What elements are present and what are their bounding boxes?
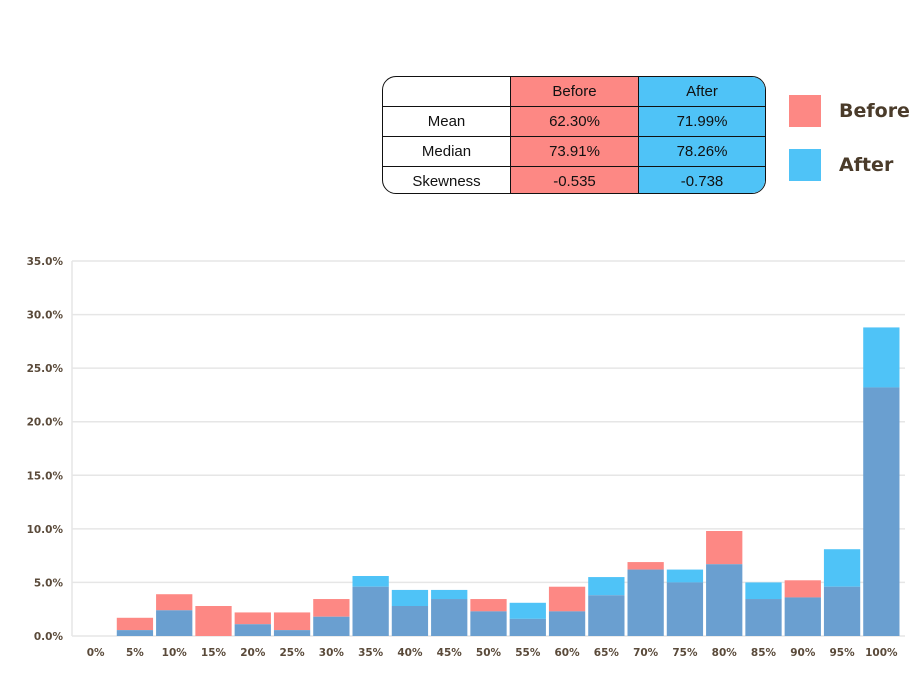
legend-swatch-after xyxy=(789,149,821,181)
x-tick-label: 100% xyxy=(865,647,898,659)
bar-before xyxy=(195,606,232,636)
bar-after xyxy=(352,576,389,587)
bar-before xyxy=(313,599,350,617)
x-tick-label: 45% xyxy=(437,647,463,659)
x-tick-label: 35% xyxy=(358,647,384,659)
x-tick-label: 40% xyxy=(397,647,423,659)
bar-before xyxy=(273,612,311,631)
legend-item-after: After xyxy=(789,149,893,181)
legend-label: After xyxy=(839,154,894,176)
legend-swatch-before xyxy=(789,95,821,127)
bar-after xyxy=(391,589,429,606)
bar-overlap xyxy=(156,610,193,636)
stats-table: Before After Mean 62.30% 71.99% Median 7… xyxy=(382,76,766,194)
y-tick-label: 5.0% xyxy=(34,577,64,589)
bar-before xyxy=(156,594,193,611)
x-tick-label: 10% xyxy=(162,647,188,659)
stats-row-skewness: Skewness -0.535 -0.738 xyxy=(383,166,765,193)
bar-overlap xyxy=(273,630,311,636)
bar-after xyxy=(588,577,625,596)
stats-header-before: Before xyxy=(510,77,639,107)
bar-overlap xyxy=(313,616,350,636)
bar-before xyxy=(784,580,821,598)
bar-overlap xyxy=(509,618,546,636)
x-tick-label: 25% xyxy=(280,647,306,659)
x-tick-label: 95% xyxy=(830,647,856,659)
y-tick-label: 0.0% xyxy=(34,631,64,643)
stats-before: 73.91% xyxy=(510,136,639,167)
stats-header-after: After xyxy=(638,77,765,107)
bar-before xyxy=(706,531,743,565)
bar-after xyxy=(509,602,546,619)
stats-header-row: Before After xyxy=(383,77,765,107)
stats-before: -0.535 xyxy=(510,166,639,193)
x-tick-label: 85% xyxy=(751,647,777,659)
bar-before xyxy=(627,562,664,570)
bar-overlap xyxy=(706,564,743,636)
y-tick-label: 30.0% xyxy=(27,310,64,322)
bar-before xyxy=(470,599,507,612)
x-tick-label: 60% xyxy=(555,647,581,659)
stats-row-median: Median 73.91% 78.26% xyxy=(383,136,765,167)
bar-after xyxy=(745,582,782,600)
stats-after: 71.99% xyxy=(638,106,765,137)
bar-overlap xyxy=(391,606,429,636)
x-tick-label: 20% xyxy=(240,647,266,659)
bar-overlap xyxy=(745,599,782,636)
bar-before xyxy=(234,612,271,625)
stats-after: 78.26% xyxy=(638,136,765,167)
bar-after xyxy=(863,327,900,388)
legend-item-before: Before xyxy=(789,95,910,127)
bar-overlap xyxy=(548,611,586,636)
bar-before xyxy=(116,617,154,631)
y-tick-label: 10.0% xyxy=(27,524,64,536)
bar-overlap xyxy=(352,586,389,636)
bar-overlap xyxy=(588,595,625,636)
bar-after xyxy=(431,589,468,600)
x-tick-label: 65% xyxy=(594,647,620,659)
stats-after: -0.738 xyxy=(638,166,765,193)
x-tick-label: 0% xyxy=(87,647,105,659)
x-tick-label: 5% xyxy=(126,647,144,659)
bar-overlap xyxy=(470,611,507,636)
stats-before: 62.30% xyxy=(510,106,639,137)
x-tick-label: 30% xyxy=(319,647,345,659)
bar-overlap xyxy=(784,597,821,636)
bar-overlap xyxy=(431,599,468,636)
bar-overlap xyxy=(234,624,271,636)
y-tick-label: 25.0% xyxy=(27,363,64,375)
bar-after xyxy=(666,569,704,583)
x-tick-label: 75% xyxy=(672,647,698,659)
bar-before xyxy=(548,586,586,612)
bar-overlap xyxy=(627,569,664,636)
x-tick-label: 50% xyxy=(476,647,502,659)
stats-label: Skewness xyxy=(383,166,511,193)
x-tick-label: 15% xyxy=(201,647,227,659)
y-tick-label: 20.0% xyxy=(27,417,64,429)
y-tick-label: 35.0% xyxy=(27,256,64,268)
y-tick-label: 15.0% xyxy=(27,470,64,482)
stats-label: Median xyxy=(383,136,511,167)
bar-overlap xyxy=(116,630,154,636)
x-tick-label: 90% xyxy=(790,647,816,659)
bar-overlap xyxy=(666,582,704,636)
bar-after xyxy=(823,549,861,587)
bar-overlap xyxy=(823,586,861,636)
x-tick-label: 70% xyxy=(633,647,659,659)
bar-overlap xyxy=(863,387,900,636)
x-tick-label: 55% xyxy=(515,647,541,659)
legend-label: Before xyxy=(839,100,910,122)
x-tick-label: 80% xyxy=(712,647,738,659)
